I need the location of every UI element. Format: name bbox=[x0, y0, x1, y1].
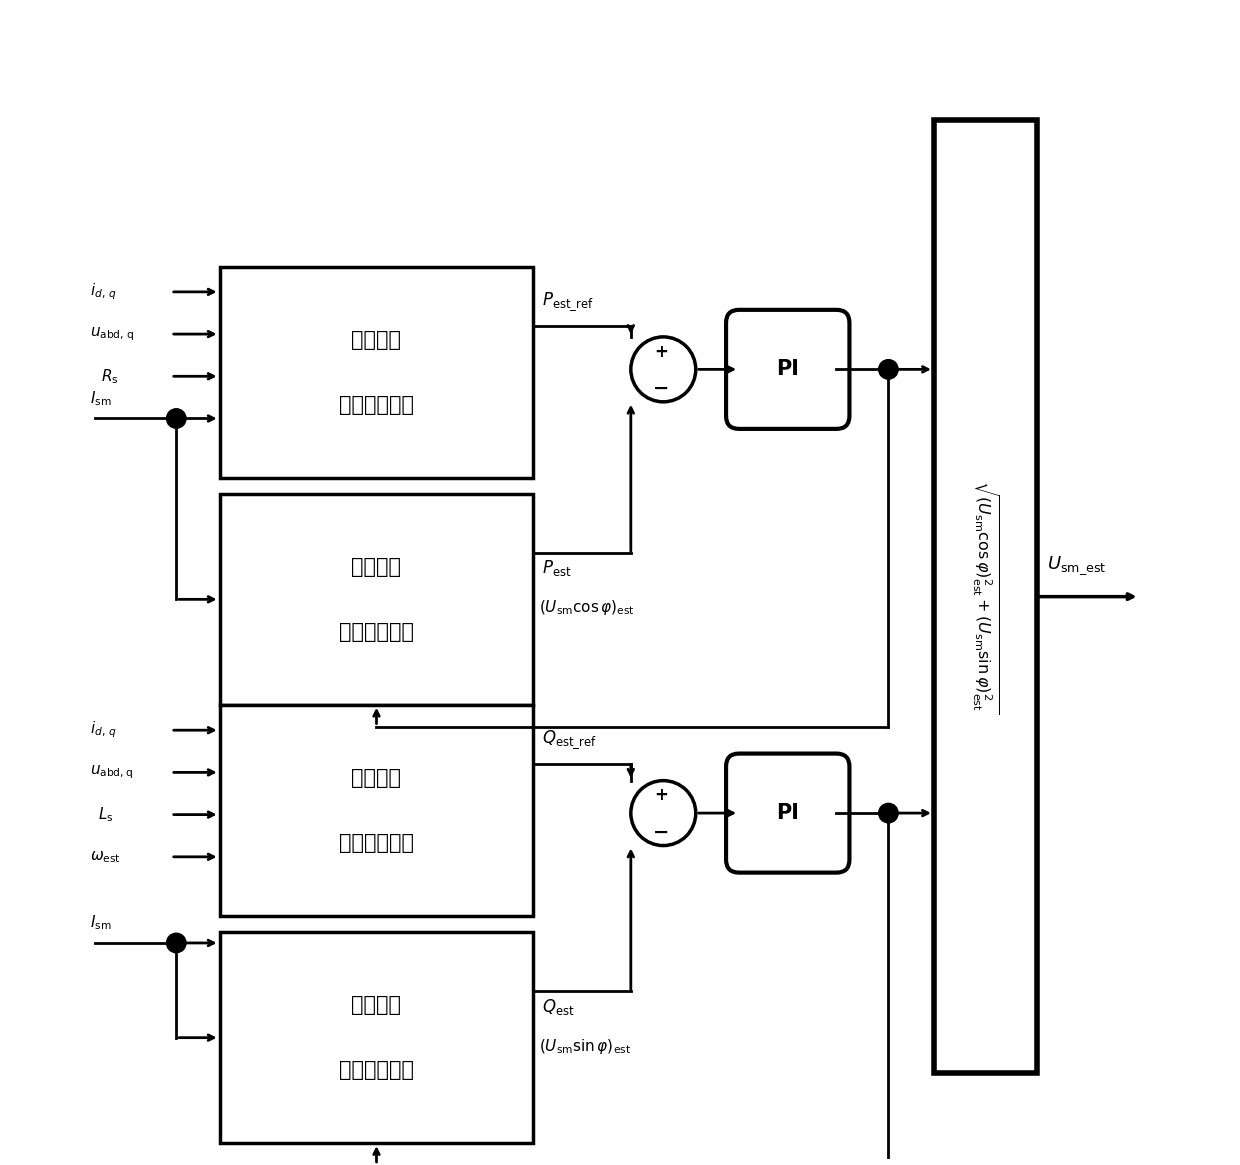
Text: 参考模型: 参考模型 bbox=[351, 768, 402, 788]
Text: $P_{\rm est\_ref}$: $P_{\rm est\_ref}$ bbox=[542, 290, 594, 312]
Text: $\omega_{\rm est}$: $\omega_{\rm est}$ bbox=[89, 849, 120, 864]
Text: 可调模型: 可调模型 bbox=[351, 995, 402, 1015]
FancyBboxPatch shape bbox=[727, 310, 849, 429]
Text: $u_{\rm abd,\,q}$: $u_{\rm abd,\,q}$ bbox=[89, 325, 134, 343]
Text: $U_{\rm sm\_est}$: $U_{\rm sm\_est}$ bbox=[1048, 555, 1107, 577]
Text: −: − bbox=[652, 380, 668, 398]
Text: $R_{\rm s}$: $R_{\rm s}$ bbox=[100, 367, 118, 386]
Text: 无功功率计算: 无功功率计算 bbox=[339, 1060, 414, 1080]
Circle shape bbox=[879, 804, 898, 822]
FancyBboxPatch shape bbox=[727, 754, 849, 873]
Circle shape bbox=[166, 933, 186, 953]
Text: $I_{\rm sm}$: $I_{\rm sm}$ bbox=[89, 389, 112, 408]
Text: $\sqrt{(U_{\rm sm}\cos\varphi)^{2}_{\rm est}+(U_{\rm sm}\sin\varphi)^{2}_{\rm es: $\sqrt{(U_{\rm sm}\cos\varphi)^{2}_{\rm … bbox=[970, 480, 1001, 713]
Text: 有功功率计算: 有功功率计算 bbox=[339, 395, 414, 415]
FancyBboxPatch shape bbox=[934, 120, 1037, 1073]
Text: $I_{\rm sm}$: $I_{\rm sm}$ bbox=[89, 913, 112, 932]
Text: $Q_{\rm est}$: $Q_{\rm est}$ bbox=[542, 996, 575, 1017]
Text: PI: PI bbox=[776, 803, 800, 824]
Text: $(U_{\rm sm}\cos\varphi)_{\rm est}$: $(U_{\rm sm}\cos\varphi)_{\rm est}$ bbox=[539, 599, 635, 617]
Text: +: + bbox=[653, 786, 667, 804]
Text: $Q_{\rm est\_ref}$: $Q_{\rm est\_ref}$ bbox=[542, 728, 596, 751]
Circle shape bbox=[879, 360, 898, 379]
Text: $P_{\rm est}$: $P_{\rm est}$ bbox=[542, 558, 572, 578]
Text: 可调模型: 可调模型 bbox=[351, 557, 402, 577]
Text: +: + bbox=[653, 343, 667, 360]
Text: $L_{\rm s}$: $L_{\rm s}$ bbox=[98, 805, 114, 824]
Text: $(U_{\rm sm}\sin\varphi)_{\rm est}$: $(U_{\rm sm}\sin\varphi)_{\rm est}$ bbox=[539, 1037, 631, 1055]
Circle shape bbox=[631, 781, 696, 846]
FancyBboxPatch shape bbox=[219, 705, 533, 916]
Text: 参考模型: 参考模型 bbox=[351, 330, 402, 350]
FancyBboxPatch shape bbox=[219, 932, 533, 1143]
Text: PI: PI bbox=[776, 359, 800, 380]
Circle shape bbox=[631, 337, 696, 402]
Text: 有功功率计算: 有功功率计算 bbox=[339, 622, 414, 642]
Text: $u_{\rm abd,q}$: $u_{\rm abd,q}$ bbox=[89, 763, 133, 782]
FancyBboxPatch shape bbox=[219, 267, 533, 478]
Text: $i_{d,\,q}$: $i_{d,\,q}$ bbox=[89, 282, 117, 302]
Text: 无功功率计算: 无功功率计算 bbox=[339, 833, 414, 853]
Text: $i_{d,\,q}$: $i_{d,\,q}$ bbox=[89, 720, 117, 741]
Text: −: − bbox=[652, 824, 668, 842]
Circle shape bbox=[166, 409, 186, 429]
FancyBboxPatch shape bbox=[219, 494, 533, 705]
